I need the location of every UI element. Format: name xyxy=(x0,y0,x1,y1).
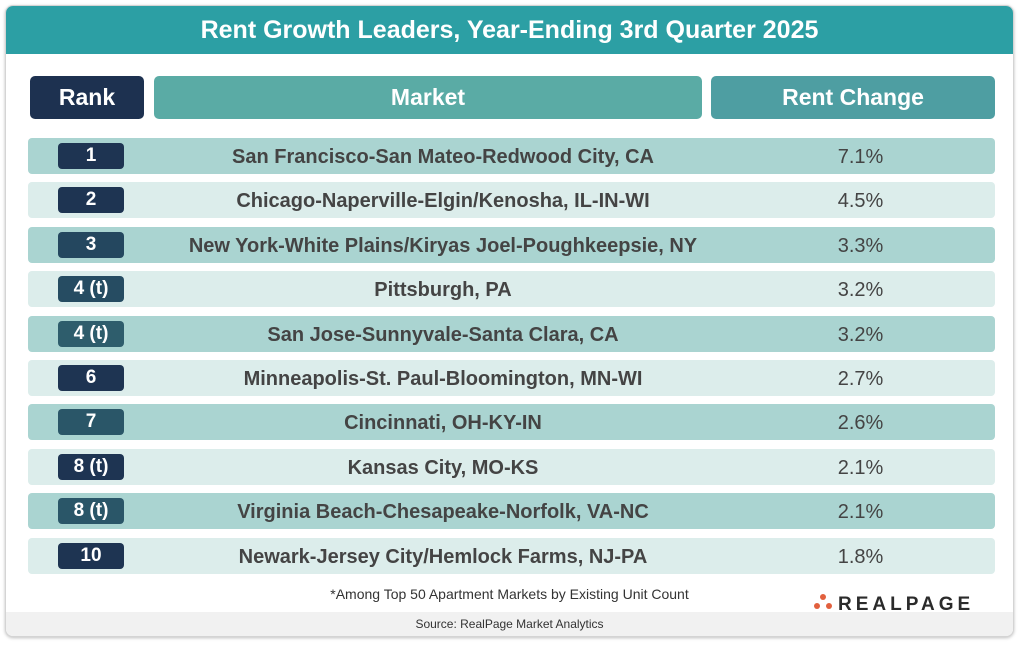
rent-change-value: 4.5% xyxy=(837,190,884,213)
table-row: 1 San Francisco-San Mateo-Redwood City, … xyxy=(28,138,995,174)
rent-change-value: 7.1% xyxy=(837,146,884,168)
rank-badge: 8 (t) xyxy=(58,498,124,525)
rent-change-value: 1.8% xyxy=(837,545,884,568)
chart-title: Rent Growth Leaders, Year-Ending 3rd Qua… xyxy=(6,6,1013,54)
market-name: Pittsburgh, PA xyxy=(374,279,512,302)
table-row: 8 (t) Virginia Beach-Chesapeake-Norfolk,… xyxy=(28,493,995,530)
rank-badge: 2 xyxy=(58,187,124,214)
table-row: 4 (t) San Jose-Sunnyvale-Santa Clara, CA… xyxy=(28,315,995,352)
rent-change-value: 2.6% xyxy=(837,412,884,435)
table-row: 8 (t) Kansas City, MO-KS 2.1% xyxy=(28,448,995,485)
market-name: Chicago-Naperville-Elgin/Kenosha, IL-IN-… xyxy=(236,190,650,213)
footnote: *Among Top 50 Apartment Markets by Exist… xyxy=(330,586,689,602)
rank-badge: 8 (t) xyxy=(58,453,124,480)
rent-change-value: 2.1% xyxy=(837,456,884,479)
rent-change-value: 2.1% xyxy=(837,501,884,524)
rank-badge: 1 xyxy=(58,143,124,169)
source-note: Source: RealPage Market Analytics xyxy=(6,612,1013,636)
market-name: New York-White Plains/Kiryas Joel-Poughk… xyxy=(188,234,698,257)
rent-change-value: 3.2% xyxy=(837,279,884,302)
rank-badge: 4 (t) xyxy=(58,320,124,347)
table-row: 7 Cincinnati, OH-KY-IN 2.6% xyxy=(28,404,995,441)
table-row: 2 Chicago-Naperville-Elgin/Kenosha, IL-I… xyxy=(28,182,995,219)
rent-change-value: 2.7% xyxy=(837,368,884,390)
market-name: Newark-Jersey City/Hemlock Farms, NJ-PA xyxy=(238,545,648,568)
rank-badge: 7 xyxy=(58,409,124,436)
header-rent-change: Rent Change xyxy=(711,76,995,119)
table-row: 6 Minneapolis-St. Paul-Bloomington, MN-W… xyxy=(28,360,995,396)
market-name: Minneapolis-St. Paul-Bloomington, MN-WI xyxy=(243,368,643,390)
logo-text: REALPAGE xyxy=(838,594,975,615)
rent-change-value: 3.3% xyxy=(837,234,884,257)
market-name: San Francisco-San Mateo-Redwood City, CA xyxy=(232,146,654,168)
rank-badge: 6 xyxy=(58,365,124,391)
rank-badge: 10 xyxy=(58,542,124,569)
header-rank: Rank xyxy=(30,76,144,119)
infographic-card: Rent Growth Leaders, Year-Ending 3rd Qua… xyxy=(5,5,1014,637)
rent-change-value: 3.2% xyxy=(837,323,884,346)
rank-badge: 4 (t) xyxy=(58,276,124,303)
table-row: 3 New York-White Plains/Kiryas Joel-Poug… xyxy=(28,226,995,263)
market-name: Kansas City, MO-KS xyxy=(347,456,539,479)
market-name: San Jose-Sunnyvale-Santa Clara, CA xyxy=(267,323,619,346)
market-name: Cincinnati, OH-KY-IN xyxy=(344,412,542,435)
table-row: 4 (t) Pittsburgh, PA 3.2% xyxy=(28,271,995,308)
table-row: 10 Newark-Jersey City/Hemlock Farms, NJ-… xyxy=(28,537,995,574)
rank-badge: 3 xyxy=(58,231,124,258)
market-name: Virginia Beach-Chesapeake-Norfolk, VA-NC xyxy=(237,501,649,524)
header-market: Market xyxy=(154,76,702,119)
